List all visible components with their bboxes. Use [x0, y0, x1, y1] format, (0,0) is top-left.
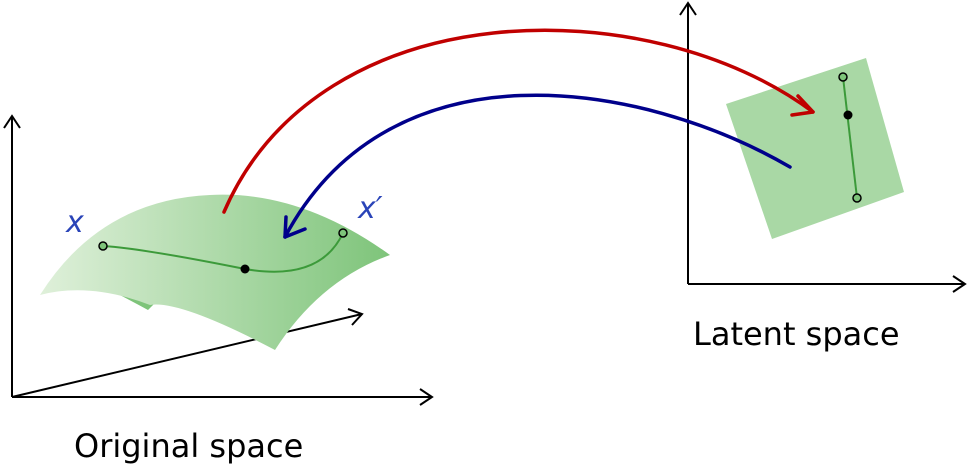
encoder-arrowhead: [790, 94, 815, 117]
label-x-prime: x′: [357, 191, 383, 226]
latent-point-middle: [843, 110, 853, 120]
decoder-arrow: [283, 93, 792, 239]
original-z-axis: [11, 313, 363, 398]
point-x: [98, 241, 108, 251]
caption-original-space: Original space: [74, 427, 303, 465]
original-space-axes: [3, 114, 434, 406]
latent-plane-group: [726, 58, 904, 239]
latent-line: [842, 76, 858, 199]
decoder-arrow-path: [283, 93, 792, 239]
encoder-arrow: [222, 28, 815, 214]
label-x: x: [65, 205, 84, 240]
latent-x-axis-arrowhead: [952, 275, 967, 293]
latent-point-top: [838, 72, 848, 82]
encoder-arrow-path: [222, 28, 815, 214]
latent-point-bottom: [852, 193, 862, 203]
original-z-axis-arrowhead: [347, 308, 364, 326]
point-midpoint: [240, 264, 250, 274]
point-x-prime: [338, 228, 348, 238]
data-manifold: [40, 194, 390, 350]
original-x-axis-arrowhead: [419, 388, 434, 406]
caption-latent-space: Latent space: [693, 315, 900, 353]
decoder-arrowhead: [283, 215, 307, 239]
latent-y-axis-arrowhead: [679, 1, 697, 16]
latent-plane: [726, 58, 904, 239]
original-y-axis-arrowhead: [3, 114, 21, 129]
manifold-surface: [40, 194, 390, 350]
